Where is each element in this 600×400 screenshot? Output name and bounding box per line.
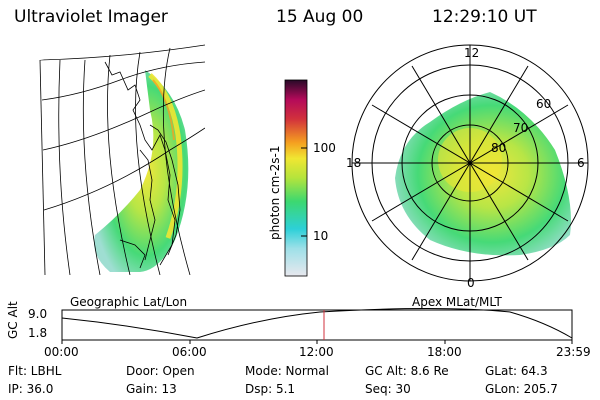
altitude-axis-title: GC Alt: [6, 301, 20, 339]
mlt-label-12: 12: [464, 46, 480, 60]
info-seq: Seq: 30: [365, 382, 411, 396]
colorbar-tick-10: 10: [313, 229, 329, 243]
mlt-panel-label: Apex MLat/MLT: [412, 295, 502, 309]
info-mode: Mode: Normal: [245, 364, 329, 378]
info-dsp: Dsp: 5.1: [245, 382, 296, 396]
lat-label-80: 80: [491, 141, 507, 155]
colorbar-tick-100: 100: [313, 141, 336, 155]
instrument-title: Ultraviolet Imager: [14, 7, 168, 27]
colorbar-unit-label: photon cm-2s-1: [268, 145, 282, 241]
geographic-map: [40, 44, 205, 275]
info-gc-alt: GC Alt: 8.6 Re: [365, 364, 449, 378]
info-glat: GLat: 64.3: [485, 364, 548, 378]
info-glon: GLon: 205.7: [485, 382, 558, 396]
aurora-image-geo: [94, 70, 189, 272]
info-ip: IP: 36.0: [8, 382, 54, 396]
time-tick-1200: 12:00: [299, 345, 334, 359]
time-tick-1800: 18:00: [427, 345, 462, 359]
time-tick-0000: 00:00: [44, 345, 79, 359]
geographic-panel-label: Geographic Lat/Lon: [70, 295, 188, 309]
lat-label-60: 60: [536, 97, 552, 111]
altitude-ymin: 1.8: [28, 326, 48, 340]
time-label: 12:29:10 UT: [432, 7, 537, 27]
altitude-ymax: 9.0: [28, 307, 48, 321]
info-filter: Flt: LBHL: [8, 364, 62, 378]
mlt-label-0: 0: [467, 276, 475, 290]
info-door: Door: Open: [126, 364, 195, 378]
lat-label-70: 70: [513, 121, 529, 135]
colorbar: [284, 79, 308, 277]
time-tick-0600: 06:00: [172, 345, 207, 359]
polar-plot: [351, 44, 589, 282]
mlt-label-6: 6: [577, 156, 585, 170]
date-label: 15 Aug 00: [276, 7, 364, 27]
time-tick-2359: 23:59: [556, 345, 591, 359]
mlt-label-18: 18: [346, 156, 362, 170]
altitude-plot: [61, 308, 573, 344]
info-gain: Gain: 13: [126, 382, 177, 396]
